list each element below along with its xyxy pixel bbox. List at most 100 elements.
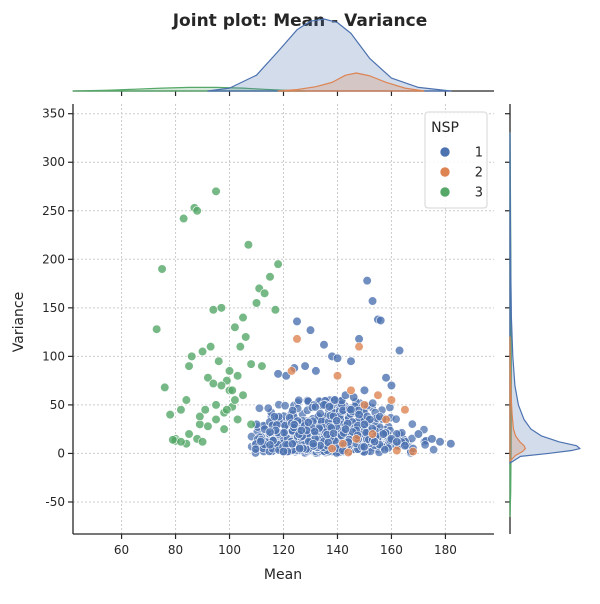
point-class-1: [310, 402, 320, 412]
point-class-1: [319, 340, 329, 350]
point-class-3: [184, 429, 194, 439]
point-class-1: [311, 366, 321, 376]
point-class-1: [278, 446, 289, 457]
y-tick-label: 100: [42, 349, 65, 363]
point-class-1: [294, 395, 304, 405]
point-class-3: [216, 380, 227, 391]
legend-label-1: 1: [475, 146, 483, 161]
point-class-1: [279, 428, 289, 438]
point-class-1: [265, 440, 275, 450]
point-class-2: [373, 390, 383, 400]
point-class-1: [303, 417, 313, 427]
legend-marker-3: [439, 186, 451, 198]
point-class-3: [176, 405, 186, 415]
legend: NSP 1 2 3: [424, 111, 488, 209]
right-kde-class-2: [509, 336, 526, 462]
point-class-2: [386, 395, 397, 405]
point-class-3: [152, 324, 162, 334]
point-class-3: [203, 421, 213, 431]
point-class-3: [203, 373, 213, 383]
point-class-3: [176, 437, 186, 447]
point-class-3: [157, 264, 167, 274]
point-class-3: [168, 435, 178, 445]
point-class-1: [435, 437, 445, 447]
point-class-3: [206, 342, 216, 352]
right-kde-class-1: [509, 132, 581, 464]
axis-ticks: 60 80 100 120 140 160 180 -50 0 50 100 150 200 250 300…: [42, 107, 457, 557]
point-class-3: [273, 259, 283, 269]
point-class-1: [359, 419, 370, 429]
scatter-points: [152, 186, 456, 458]
point-class-3: [246, 359, 256, 369]
point-class-1: [310, 426, 320, 436]
point-class-3: [227, 385, 237, 395]
point-class-1: [256, 436, 266, 446]
point-class-1: [292, 316, 302, 327]
point-class-3: [230, 395, 240, 405]
point-class-2: [359, 400, 370, 410]
point-class-3: [200, 405, 210, 415]
point-class-1: [391, 414, 401, 424]
point-class-1: [380, 445, 390, 455]
point-class-1: [413, 429, 424, 439]
point-class-3: [179, 213, 189, 224]
point-class-1: [254, 403, 264, 413]
point-class-2: [400, 405, 410, 415]
point-class-3: [211, 414, 221, 425]
point-class-1: [305, 325, 316, 335]
point-class-2: [408, 446, 418, 457]
point-class-3: [233, 371, 243, 381]
point-class-3: [197, 346, 208, 357]
point-class-3: [238, 312, 248, 323]
point-class-3: [181, 395, 191, 405]
point-class-3: [219, 424, 229, 434]
point-class-1: [308, 439, 318, 449]
point-class-2: [354, 342, 364, 352]
legend-label-3: 3: [475, 186, 483, 201]
point-class-3: [197, 437, 208, 447]
x-axis-label: Mean: [264, 567, 302, 583]
point-class-3: [184, 361, 194, 371]
point-class-3: [160, 382, 170, 393]
point-class-2: [286, 366, 297, 376]
y-tick-label: 50: [50, 398, 65, 412]
point-class-1: [400, 441, 410, 451]
legend-label-2: 2: [475, 166, 483, 181]
y-tick-label: 200: [42, 252, 65, 266]
point-class-1: [296, 425, 306, 435]
x-tick-label: 180: [434, 543, 457, 557]
legend-marker-2: [439, 166, 451, 178]
point-class-2: [338, 439, 348, 449]
point-class-3: [211, 186, 221, 196]
point-class-1: [378, 429, 388, 439]
point-class-3: [195, 419, 205, 429]
point-class-2: [351, 434, 361, 444]
point-class-3: [235, 342, 245, 352]
point-class-3: [214, 356, 224, 366]
point-class-1: [386, 380, 397, 391]
point-class-3: [246, 419, 256, 429]
legend-box: [424, 111, 488, 209]
point-class-1: [332, 353, 343, 363]
point-class-3: [187, 351, 197, 361]
point-class-3: [243, 240, 254, 250]
point-class-1: [273, 369, 283, 379]
point-class-1: [354, 410, 364, 420]
point-class-3: [165, 410, 175, 420]
point-class-3: [270, 305, 281, 315]
point-class-3: [260, 288, 270, 298]
point-class-3: [208, 378, 218, 389]
point-class-3: [265, 272, 275, 282]
point-class-1: [420, 440, 430, 450]
point-class-3: [211, 400, 221, 410]
point-class-1: [381, 373, 391, 383]
point-class-1: [280, 401, 290, 411]
point-class-2: [346, 385, 356, 395]
point-class-1: [376, 315, 386, 326]
point-class-1: [315, 409, 325, 419]
y-tick-label: 150: [42, 301, 65, 315]
point-class-1: [346, 405, 356, 415]
point-class-1: [370, 437, 380, 447]
point-class-3: [230, 322, 240, 332]
